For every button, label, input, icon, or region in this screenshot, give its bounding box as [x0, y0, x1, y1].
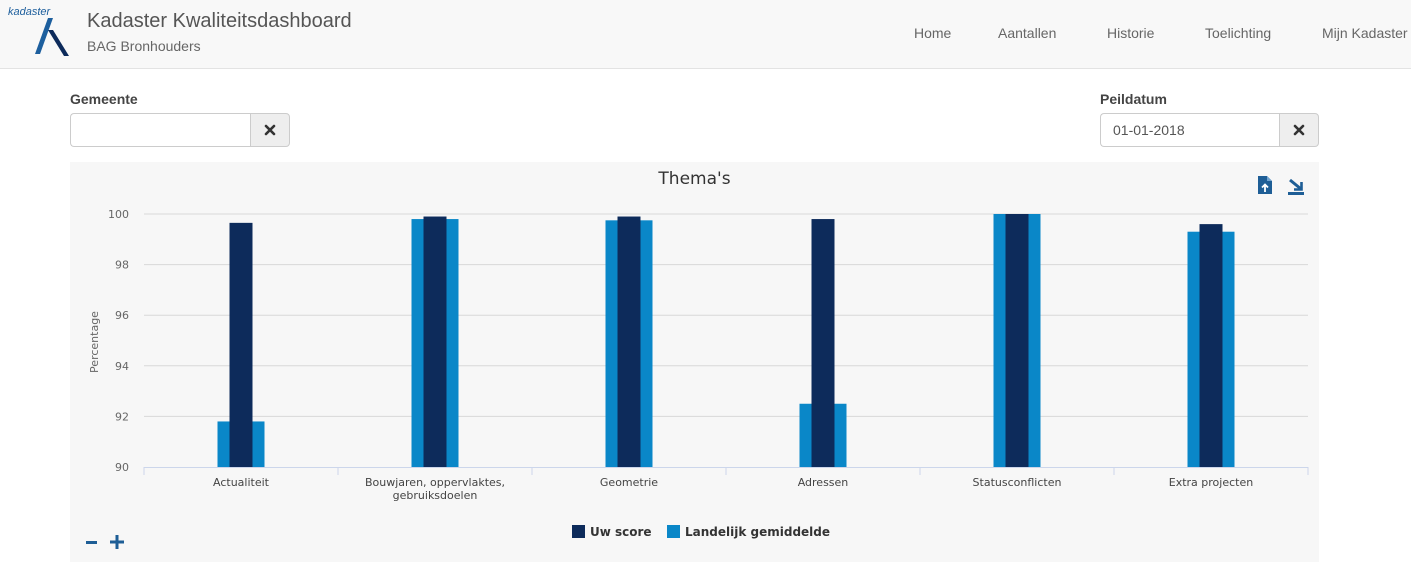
- gemeente-clear-button[interactable]: [250, 113, 290, 147]
- chart-panel: Thema's 90 92 94 96 98 100 Actualiteit Bouwjare…: [70, 162, 1319, 562]
- y-tick-label: 90: [115, 461, 129, 474]
- bar-uw-score: [1199, 224, 1223, 467]
- nav-toelichting[interactable]: Toelichting: [1205, 25, 1272, 41]
- bar-uw-score: [229, 222, 253, 467]
- y-axis-label: Percentage: [88, 311, 101, 373]
- x-category-label: Extra projecten: [1169, 476, 1253, 489]
- x-category-label: Actualiteit: [213, 476, 270, 489]
- download-icon[interactable]: [1286, 177, 1306, 202]
- y-tick-label: 98: [115, 259, 129, 272]
- gemeente-input-group: [70, 113, 290, 147]
- y-tick-label: 100: [108, 208, 129, 221]
- peildatum-input[interactable]: [1100, 113, 1279, 147]
- nav-aantallen[interactable]: Aantallen: [998, 25, 1057, 41]
- export-pdf-icon[interactable]: [1256, 175, 1274, 200]
- x-category-label: Statusconflicten: [973, 476, 1062, 489]
- kadaster-logo-mark-icon: [35, 18, 69, 56]
- times-icon: [1293, 124, 1305, 136]
- legend-label: Landelijk gemiddelde: [685, 525, 830, 539]
- nav-historie[interactable]: Historie: [1107, 25, 1155, 41]
- x-category-label: gebruiksdoelen: [393, 489, 478, 502]
- x-category-label: Geometrie: [600, 476, 658, 489]
- legend-swatch: [667, 525, 680, 538]
- chart-title: Thema's: [658, 169, 731, 189]
- y-tick-label: 96: [115, 309, 129, 322]
- zoom-in-button[interactable]: [110, 531, 124, 553]
- bar-uw-score: [811, 219, 835, 467]
- plus-icon: [110, 535, 124, 549]
- kadaster-logo[interactable]: kadaster: [4, 4, 76, 60]
- legend-swatch: [572, 525, 585, 538]
- nav-mijn-kadaster[interactable]: Mijn Kadaster: [1322, 25, 1408, 41]
- y-tick-label: 94: [115, 360, 129, 373]
- bar-uw-score: [423, 216, 447, 467]
- legend-label: Uw score: [590, 525, 652, 539]
- bar-uw-score: [1005, 214, 1029, 467]
- peildatum-clear-button[interactable]: [1279, 113, 1319, 147]
- peildatum-label: Peildatum: [1100, 91, 1167, 107]
- x-category-label: Adressen: [798, 476, 849, 489]
- app-title[interactable]: Kadaster Kwaliteitsdashboard: [87, 10, 352, 32]
- x-category-label: Bouwjaren, oppervlaktes,: [365, 476, 505, 489]
- minus-icon: [86, 541, 97, 544]
- gemeente-label: Gemeente: [70, 91, 138, 107]
- bar-uw-score: [617, 216, 641, 467]
- bar-chart: 90 92 94 96 98 100 Actualiteit Bouwjaren, opper…: [88, 208, 1309, 539]
- nav-home[interactable]: Home: [914, 25, 952, 41]
- y-tick-label: 92: [115, 410, 129, 423]
- logo-text: kadaster: [8, 6, 51, 18]
- gemeente-input[interactable]: [70, 113, 250, 147]
- times-icon: [264, 124, 276, 136]
- zoom-out-button[interactable]: [86, 531, 98, 553]
- navbar: kadaster Kadaster Kwaliteitsdashboard BA…: [0, 0, 1411, 69]
- app-subtitle: BAG Bronhouders: [87, 38, 201, 54]
- peildatum-input-group: [1100, 113, 1319, 147]
